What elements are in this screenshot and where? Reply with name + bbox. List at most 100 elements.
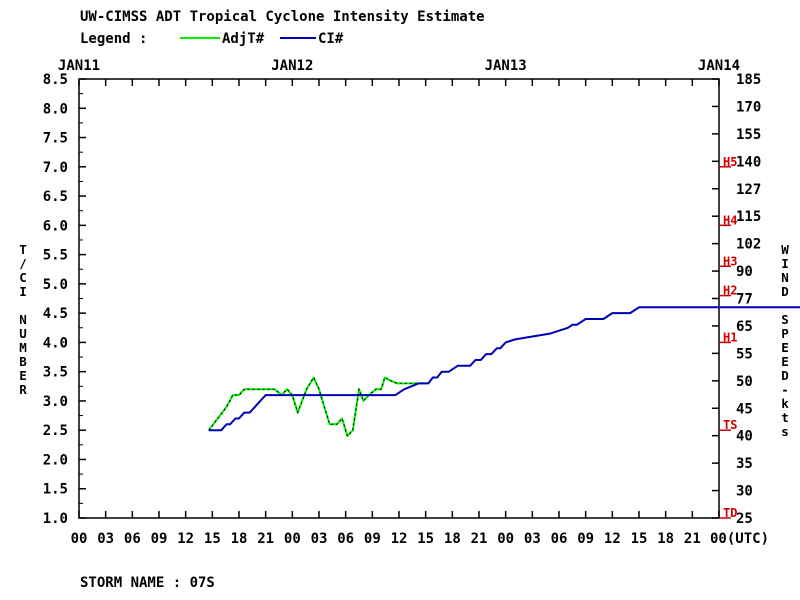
right-axis-title-letter: E	[781, 354, 789, 369]
hour-tick-label: 03	[524, 531, 541, 547]
legend-entry-ci: CI#	[318, 31, 344, 47]
legend-entry-adjt: AdjT#	[222, 31, 265, 47]
left-tick-label: 5.0	[43, 277, 68, 293]
right-tick-label: 102	[736, 237, 761, 253]
category-mark-label: TS	[723, 418, 737, 432]
hour-tick-label: 12	[391, 531, 408, 547]
hour-tick-label: 18	[231, 531, 248, 547]
hour-tick-label: 06	[551, 531, 568, 547]
hour-tick-label: 12	[604, 531, 621, 547]
hour-tick-label: 06	[124, 531, 141, 547]
right-tick-label: 170	[736, 99, 761, 115]
hour-tick-label: 00	[497, 531, 514, 547]
category-marks: TD TS H1 H2 H3 H4 H5	[719, 155, 737, 520]
right-tick-label: 35	[736, 456, 753, 472]
left-tick-label: 6.5	[43, 189, 68, 205]
date-label: JAN12	[271, 58, 313, 74]
right-axis-title-letter: E	[781, 340, 789, 355]
right-axis-title-letter: S	[781, 312, 789, 327]
left-tick-label: 1.0	[43, 511, 68, 527]
hour-tick-label: 21	[684, 531, 701, 547]
left-tick-label: 3.5	[43, 365, 68, 381]
hour-tick-label: 03	[311, 531, 328, 547]
left-tick-label: 2.0	[43, 452, 68, 468]
left-axis-title-letter: I	[19, 284, 27, 299]
left-axis-title-letter: T	[19, 242, 27, 257]
plot-frame	[78, 78, 720, 519]
series-line-adjt	[208, 376, 426, 438]
date-labels: JAN11 JAN12 JAN13 JAN14	[58, 58, 740, 74]
category-mark-label: H1	[723, 330, 737, 344]
storm-name-label: STORM NAME : 07S	[80, 575, 215, 591]
right-tick-label: 127	[736, 182, 761, 198]
hour-tick-label: 00	[284, 531, 301, 547]
left-tick-label: 4.0	[43, 335, 68, 351]
left-tick-label: 3.0	[43, 394, 68, 410]
hour-tick-label: 00	[71, 531, 88, 547]
right-tick-label: 55	[736, 346, 753, 362]
right-tick-label: 45	[736, 401, 753, 417]
chart-title: UW-CIMSS ADT Tropical Cyclone Intensity …	[80, 9, 485, 25]
bottom-axis: 00 03 06 09 12 15 18 21 00 03 06 09 12 15 18 21 00 03 06 09…	[71, 79, 769, 547]
right-axis-title-letter: I	[781, 256, 789, 271]
left-tick-label: 6.0	[43, 218, 68, 234]
right-axis: 25 30 35 40 45 50 55 65 77 90 102 115 127 140 155 170 18…	[712, 72, 761, 527]
left-axis-title-letter: M	[19, 340, 27, 355]
left-tick-label: 8.0	[43, 101, 68, 117]
right-axis-title-letter: -	[781, 382, 789, 397]
left-tick-label: 5.5	[43, 248, 68, 264]
right-tick-label: 115	[736, 209, 761, 225]
right-axis-title-letter: k	[781, 396, 789, 411]
date-label: JAN14	[698, 58, 740, 74]
hour-tick-label: 09	[577, 531, 594, 547]
right-tick-label: 185	[736, 72, 761, 88]
left-axis-title-letter: U	[19, 326, 27, 341]
right-axis-title-letter: P	[781, 326, 789, 341]
right-axis-title-letter: t	[781, 410, 789, 425]
left-tick-label: 1.5	[43, 482, 68, 498]
right-axis-title-letter: D	[781, 284, 789, 299]
left-axis-title-letter: /	[19, 256, 27, 271]
date-label: JAN13	[485, 58, 527, 74]
legend: Legend : AdjT# CI#	[80, 31, 344, 47]
right-tick-label: 140	[736, 154, 761, 170]
category-mark-label: H2	[723, 284, 737, 298]
date-label: JAN11	[58, 58, 100, 74]
hour-tick-label: 09	[151, 531, 168, 547]
hour-tick-label: 18	[444, 531, 461, 547]
left-axis: 1.0 1.5 2.0 2.5 3.0 3.5 4.0 4.5 5.0 5.5 6.0 6.5 7.0 7…	[43, 72, 86, 527]
hour-tick-label: 18	[657, 531, 674, 547]
right-tick-label: 155	[736, 127, 761, 143]
series-line-ci	[208, 306, 800, 432]
hour-tick-label: 15	[204, 531, 221, 547]
hour-tick-label: 21	[257, 531, 274, 547]
left-tick-label: 4.5	[43, 306, 68, 322]
right-tick-label: 40	[736, 429, 753, 445]
right-tick-label: 90	[736, 264, 753, 280]
right-tick-label: 30	[736, 484, 753, 500]
hour-tick-label: 09	[364, 531, 381, 547]
left-axis-title-letter: C	[19, 270, 27, 285]
legend-label: Legend :	[80, 31, 147, 47]
hour-tick-label: 00(UTC)	[710, 531, 769, 547]
hour-tick-label: 15	[417, 531, 434, 547]
hour-tick-label: 21	[471, 531, 488, 547]
hour-tick-label: 12	[177, 531, 194, 547]
left-tick-label: 7.0	[43, 160, 68, 176]
right-axis-title-letter: N	[781, 270, 789, 285]
right-axis-title-letter: D	[781, 368, 789, 383]
hour-tick-label: 15	[631, 531, 648, 547]
right-tick-label: 65	[736, 319, 753, 335]
category-mark-label: H4	[723, 213, 737, 227]
left-tick-label: 7.5	[43, 131, 68, 147]
right-tick-label: 25	[736, 511, 753, 527]
left-axis-title-letter: E	[19, 368, 27, 383]
right-axis-title-letter: W	[781, 242, 789, 257]
right-axis-title-letter: s	[781, 424, 789, 439]
left-axis-title-letter: N	[19, 312, 27, 327]
right-tick-label: 77	[736, 292, 753, 308]
left-tick-label: 2.5	[43, 423, 68, 439]
hour-tick-label: 06	[337, 531, 354, 547]
